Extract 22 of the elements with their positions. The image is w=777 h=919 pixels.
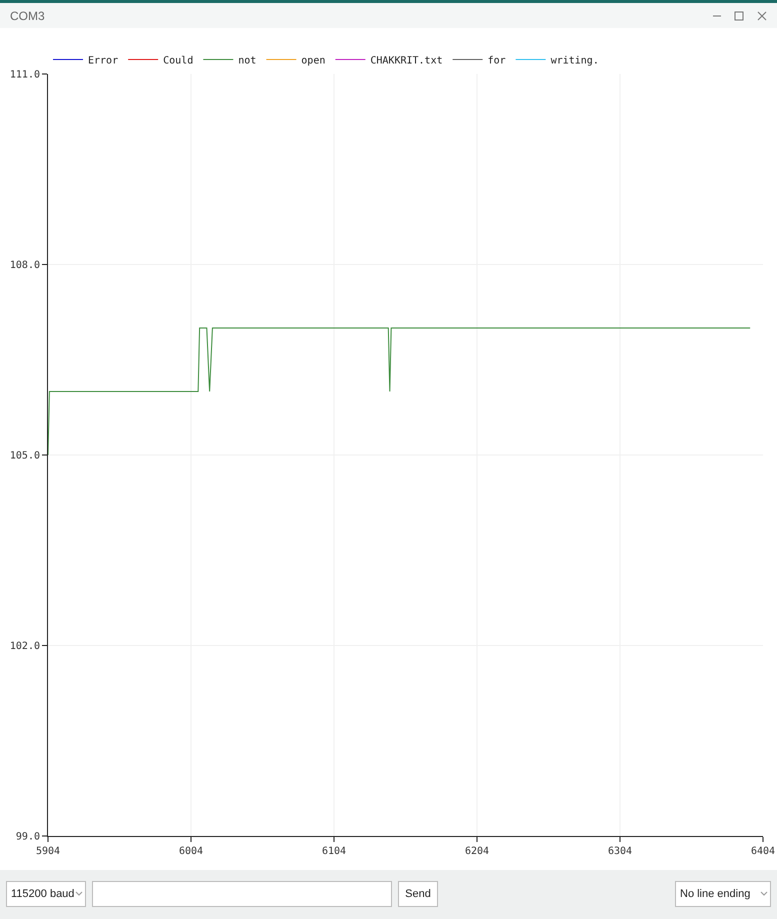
- legend-label: open: [301, 55, 326, 66]
- legend-label: not: [238, 55, 256, 66]
- legend-label: CHAKKRIT.txt: [370, 55, 443, 66]
- text: COM3: [10, 9, 45, 23]
- x-tick-label: 5904: [36, 846, 60, 857]
- x-tick-label: 6104: [322, 846, 346, 857]
- x-tick-label: 6204: [464, 846, 490, 857]
- legend-label: writing.: [550, 55, 599, 66]
- y-tick-label: 111.0: [10, 70, 40, 80]
- legend-label: Error: [88, 55, 118, 66]
- legend-label: Could: [163, 55, 194, 66]
- text: 115200 baud: [11, 888, 74, 900]
- legend-label: for: [488, 55, 506, 66]
- x-tick-label: 6304: [608, 846, 632, 857]
- x-tick-label: 6404: [750, 846, 776, 857]
- x-tick-label: 6004: [178, 846, 204, 857]
- y-tick-label: 105.0: [10, 450, 40, 462]
- text: No line ending: [680, 888, 750, 900]
- y-tick-label: 99.0: [16, 832, 40, 842]
- y-tick-label: 102.0: [10, 641, 40, 652]
- y-tick-label: 108.0: [10, 260, 40, 271]
- text: Send: [398, 881, 438, 907]
